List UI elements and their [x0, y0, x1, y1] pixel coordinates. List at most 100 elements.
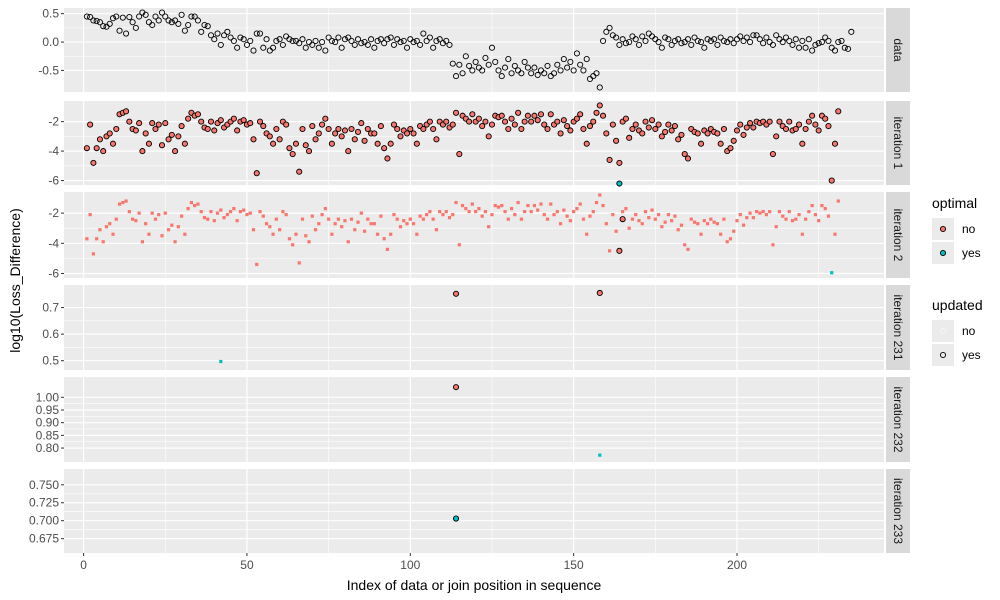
data-point	[805, 36, 812, 43]
legend: updated no yes	[932, 297, 983, 366]
data-point	[199, 210, 203, 214]
legend: optimal no yes	[932, 195, 981, 264]
data-point	[554, 118, 561, 125]
data-point	[632, 36, 639, 43]
data-point	[343, 219, 347, 223]
legend-symbol	[939, 351, 947, 359]
data-point	[234, 44, 241, 51]
data-point	[452, 384, 460, 391]
data-point	[717, 34, 724, 41]
data-point	[622, 40, 629, 47]
data-point	[836, 199, 840, 203]
data-point	[521, 58, 528, 65]
data-point	[599, 37, 607, 44]
data-point	[748, 211, 752, 215]
data-point	[165, 136, 172, 143]
data-point	[256, 30, 264, 37]
data-point	[743, 124, 750, 131]
data-point	[185, 115, 192, 122]
data-point	[312, 136, 319, 143]
data-point	[807, 210, 811, 214]
data-point	[349, 217, 354, 221]
data-point	[665, 36, 672, 43]
data-point	[281, 210, 285, 214]
data-point	[234, 127, 241, 134]
data-point	[405, 222, 409, 226]
data-point	[356, 220, 360, 224]
data-point	[286, 36, 293, 43]
data-point	[810, 203, 814, 208]
data-point	[319, 39, 326, 46]
legend-symbol	[939, 249, 947, 257]
legend-key	[932, 344, 954, 366]
data-point	[621, 210, 625, 214]
data-point	[737, 121, 744, 128]
data-point	[513, 213, 517, 217]
data-point	[741, 223, 746, 227]
data-point	[310, 214, 314, 218]
data-point	[675, 36, 682, 43]
data-point	[289, 37, 296, 44]
data-point	[168, 19, 175, 26]
data-point	[452, 73, 460, 80]
y-tick-label: 0.5	[42, 354, 59, 368]
data-point	[750, 32, 757, 39]
data-point	[820, 203, 824, 208]
data-point	[211, 36, 218, 43]
data-point	[255, 262, 259, 267]
data-point	[136, 120, 143, 127]
data-point	[402, 219, 406, 223]
data-point	[594, 200, 599, 205]
data-point	[211, 127, 218, 134]
facet-strip-label: iteration 233	[891, 478, 905, 544]
data-point	[508, 115, 515, 122]
data-point	[292, 140, 300, 147]
data-point	[826, 214, 831, 218]
data-point	[142, 11, 149, 18]
data-point	[541, 121, 548, 128]
facet-strip-label: iteration 231	[891, 294, 905, 360]
facet-strip-label: iteration 2	[891, 209, 905, 262]
data-point	[332, 130, 339, 137]
y-tick-label: -4	[48, 144, 59, 158]
data-point	[297, 261, 301, 265]
data-point	[678, 40, 685, 47]
data-point	[622, 115, 629, 122]
data-point	[108, 222, 112, 226]
data-point	[766, 118, 773, 125]
data-point	[172, 17, 179, 24]
data-point	[735, 219, 739, 223]
data-point	[106, 20, 113, 27]
data-point	[224, 28, 231, 35]
data-point	[776, 118, 783, 125]
data-point	[488, 121, 496, 128]
data-point	[564, 123, 571, 130]
data-point	[240, 117, 247, 124]
data-point	[668, 41, 675, 48]
data-point	[528, 118, 535, 125]
data-point	[134, 219, 138, 223]
data-point	[613, 137, 620, 144]
data-point	[147, 232, 151, 236]
data-point	[477, 206, 481, 211]
data-point	[358, 40, 365, 47]
data-point	[286, 145, 293, 152]
data-point	[817, 219, 821, 223]
data-point	[711, 36, 718, 43]
data-point	[673, 214, 677, 218]
data-point	[663, 220, 667, 224]
data-point	[384, 155, 391, 162]
data-point	[186, 206, 190, 211]
data-point	[493, 203, 497, 208]
data-point	[768, 210, 772, 214]
data-point	[320, 213, 324, 217]
data-point	[588, 214, 592, 218]
data-point	[567, 127, 574, 134]
data-point	[647, 216, 651, 220]
data-point	[420, 30, 427, 37]
data-point	[441, 213, 445, 217]
data-point	[786, 118, 793, 125]
data-point	[137, 211, 141, 215]
data-point	[113, 13, 120, 20]
data-point	[189, 200, 194, 205]
